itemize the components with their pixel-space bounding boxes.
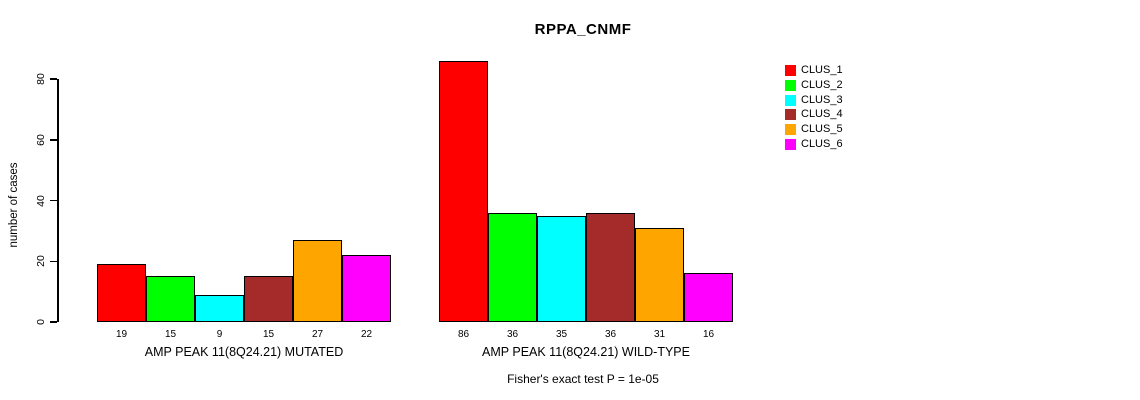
y-axis-label: number of cases: [8, 162, 20, 248]
bar-value-label: 22: [360, 329, 373, 340]
bar-clus_5-group2: [635, 227, 684, 322]
y-axis-tick: [50, 78, 57, 80]
legend-swatch-icon: [785, 94, 796, 106]
y-axis-tick-label: 60: [35, 133, 47, 146]
legend-swatch-icon: [785, 79, 796, 91]
legend-label: CLUS_5: [801, 123, 843, 136]
bar-clus_1-group1: [97, 264, 146, 322]
legend-row-clus_5: CLUS_5: [785, 123, 843, 136]
y-axis-tick: [50, 321, 57, 323]
legend-label: CLUS_4: [801, 108, 843, 121]
chart-title: RPPA_CNMF: [534, 21, 632, 38]
legend-swatch-icon: [785, 65, 796, 76]
legend-row-clus_6: CLUS_6: [785, 137, 843, 150]
legend-label: CLUS_1: [801, 64, 843, 76]
bar-clus_6-group2: [684, 273, 733, 322]
bar-clus_2-group2: [488, 212, 537, 322]
bar-value-label: 16: [702, 329, 715, 340]
legend-row-clus_3: CLUS_3: [785, 93, 843, 106]
bar-value-label: 19: [115, 329, 128, 340]
legend-row-clus_1: CLUS_1: [785, 65, 843, 76]
bar-value-label: 31: [653, 329, 666, 340]
bar-clus_5-group1: [293, 239, 342, 322]
y-axis-tick: [50, 260, 57, 262]
bar-value-label: 86: [457, 329, 470, 340]
bar-clus_4-group2: [586, 212, 635, 322]
y-axis-tick-label: 40: [35, 194, 47, 207]
bar-clus_3-group1: [195, 294, 244, 322]
legend-label: CLUS_3: [801, 93, 843, 106]
bar-value-label: 9: [216, 329, 223, 340]
group-label: AMP PEAK 11(8Q24.21) MUTATED: [144, 345, 344, 359]
bar-value-label: 36: [604, 329, 617, 340]
bar-clus_6-group1: [342, 255, 391, 322]
legend-label: CLUS_6: [801, 137, 843, 150]
annotation-fisher-test: Fisher's exact test P = 1e-05: [507, 372, 659, 386]
legend-row-clus_2: CLUS_2: [785, 78, 843, 91]
legend-swatch-icon: [785, 109, 796, 121]
legend: CLUS_1 CLUS_2 CLUS_3 CLUS_4 CLUS_5 CLUS_6: [785, 65, 843, 154]
y-axis-tick-label: 20: [35, 255, 47, 268]
group-label: AMP PEAK 11(8Q24.21) WILD-TYPE: [482, 345, 690, 359]
y-axis-tick-label: 80: [35, 73, 47, 85]
bar-clus_1-group2: [439, 60, 488, 322]
bar-value-label: 36: [506, 329, 519, 340]
legend-label: CLUS_2: [801, 78, 843, 91]
legend-swatch-icon: [785, 124, 796, 136]
y-axis-tick-label: 0: [35, 319, 47, 325]
bar-value-label: 27: [311, 329, 324, 340]
bar-clus_3-group2: [537, 215, 586, 322]
legend-swatch-icon: [785, 138, 796, 150]
bar-clus_2-group1: [146, 276, 195, 322]
bar-value-label: 35: [555, 329, 568, 340]
y-axis-tick: [50, 199, 57, 202]
y-axis-tick: [50, 139, 57, 141]
legend-row-clus_4: CLUS_4: [785, 108, 843, 121]
y-axis-line: [57, 79, 59, 322]
bar-clus_4-group1: [244, 276, 293, 322]
bar-value-label: 15: [262, 329, 275, 340]
bar-value-label: 15: [164, 329, 177, 340]
